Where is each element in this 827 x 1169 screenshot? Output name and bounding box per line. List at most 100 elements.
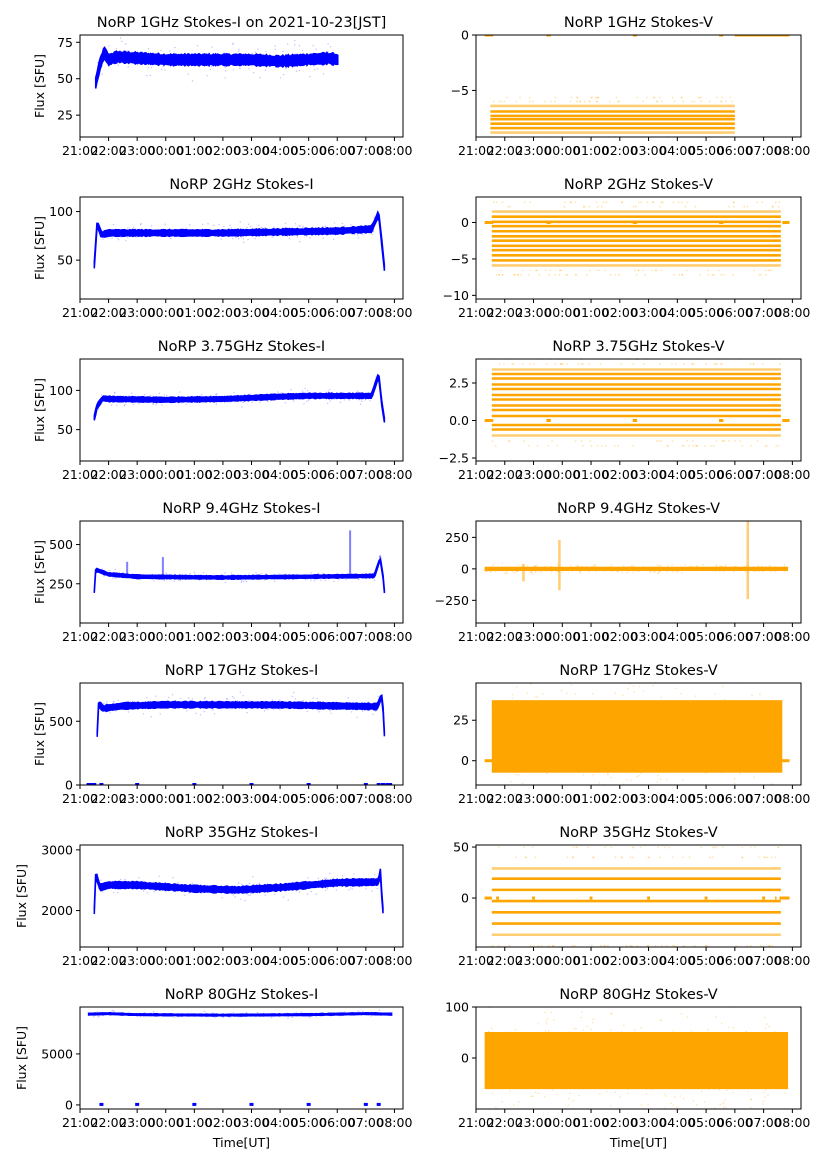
data-point <box>125 43 127 45</box>
data-point <box>131 882 134 885</box>
data-point <box>357 390 359 392</box>
data-point <box>158 875 160 877</box>
data-point <box>613 725 616 728</box>
data-point <box>378 705 380 707</box>
axes-frame <box>79 358 404 462</box>
data-point <box>523 1040 525 1043</box>
data-point <box>200 393 203 396</box>
data-point <box>124 878 126 881</box>
data-point <box>304 387 306 390</box>
data-point <box>583 717 585 720</box>
data-point <box>322 237 324 239</box>
data-point <box>749 944 752 947</box>
data-point <box>212 709 214 711</box>
data-point <box>744 727 746 730</box>
data-point <box>695 1104 698 1106</box>
data-point <box>531 100 534 103</box>
data-band <box>93 557 386 594</box>
data-point <box>782 1043 784 1045</box>
data-point <box>312 226 314 229</box>
data-point <box>729 1087 731 1090</box>
x-tick-label: 21:00 <box>62 305 98 320</box>
data-point <box>750 1077 753 1079</box>
data-point <box>529 1073 531 1076</box>
x-tick-label: 04:00 <box>262 1115 298 1130</box>
data-point <box>741 856 744 859</box>
data-point <box>558 787 560 789</box>
data-point <box>92 1012 94 1015</box>
data-point <box>622 694 624 697</box>
x-tick-label: 08:00 <box>774 467 810 482</box>
data-point <box>531 571 533 573</box>
data-point <box>337 702 339 704</box>
data-point <box>109 398 111 400</box>
data-point <box>296 236 298 238</box>
data-point <box>749 569 751 571</box>
data-point <box>223 231 225 234</box>
data-point <box>554 273 557 276</box>
data-point <box>724 1106 727 1108</box>
data-point <box>531 726 534 729</box>
y-axis-label: Flux [SFU] <box>32 216 47 280</box>
data-point <box>750 1098 753 1101</box>
data-point <box>205 401 207 403</box>
data-point <box>96 733 98 735</box>
data-point <box>597 568 600 570</box>
data-point <box>764 723 767 725</box>
data-point <box>152 882 154 884</box>
data-point <box>255 574 257 576</box>
data-point <box>719 1053 721 1055</box>
data-point <box>206 75 208 77</box>
data-point <box>495 1106 497 1109</box>
data-point <box>558 273 561 276</box>
data-point <box>720 568 723 571</box>
data-point <box>547 944 550 947</box>
data-point <box>198 396 201 398</box>
data-point <box>714 1039 716 1042</box>
data-point <box>491 1061 493 1064</box>
x-tick-label: 06:00 <box>319 467 355 482</box>
data-point <box>752 363 755 365</box>
data-point <box>360 1014 363 1017</box>
data-point <box>615 807 617 809</box>
data-point <box>750 445 753 447</box>
x-axis-label: Time[UT] <box>212 1135 270 1150</box>
data-point <box>607 944 609 947</box>
data-point <box>325 391 328 394</box>
data-point <box>229 401 231 404</box>
data-point <box>495 738 498 740</box>
data-point <box>611 566 613 569</box>
data-point <box>626 779 628 781</box>
data-point <box>201 888 203 890</box>
data-point <box>590 96 593 99</box>
data-point <box>771 783 774 785</box>
data-point <box>763 1060 765 1063</box>
data-point <box>305 882 308 884</box>
data-point <box>656 781 659 783</box>
data-point <box>224 70 227 72</box>
data-point <box>523 201 526 204</box>
data-point <box>573 944 576 947</box>
data-point <box>577 1033 580 1035</box>
data-point <box>335 392 337 395</box>
data-point <box>529 569 532 571</box>
data-point <box>196 396 199 399</box>
data-point <box>604 445 607 447</box>
data-point <box>354 878 356 880</box>
data-point <box>196 576 199 579</box>
data-point <box>242 399 244 401</box>
data-point <box>533 567 536 570</box>
data-point <box>491 704 494 706</box>
data-point <box>596 568 599 571</box>
data-point <box>517 273 519 276</box>
data-point <box>589 700 591 703</box>
data-point <box>658 440 660 442</box>
data-point <box>612 567 615 569</box>
data-point <box>548 567 550 570</box>
data-point <box>612 569 614 572</box>
data-point <box>497 1045 499 1047</box>
data-point <box>668 723 670 725</box>
data-point <box>296 575 298 577</box>
data-point <box>328 389 331 391</box>
data-point <box>571 944 574 947</box>
